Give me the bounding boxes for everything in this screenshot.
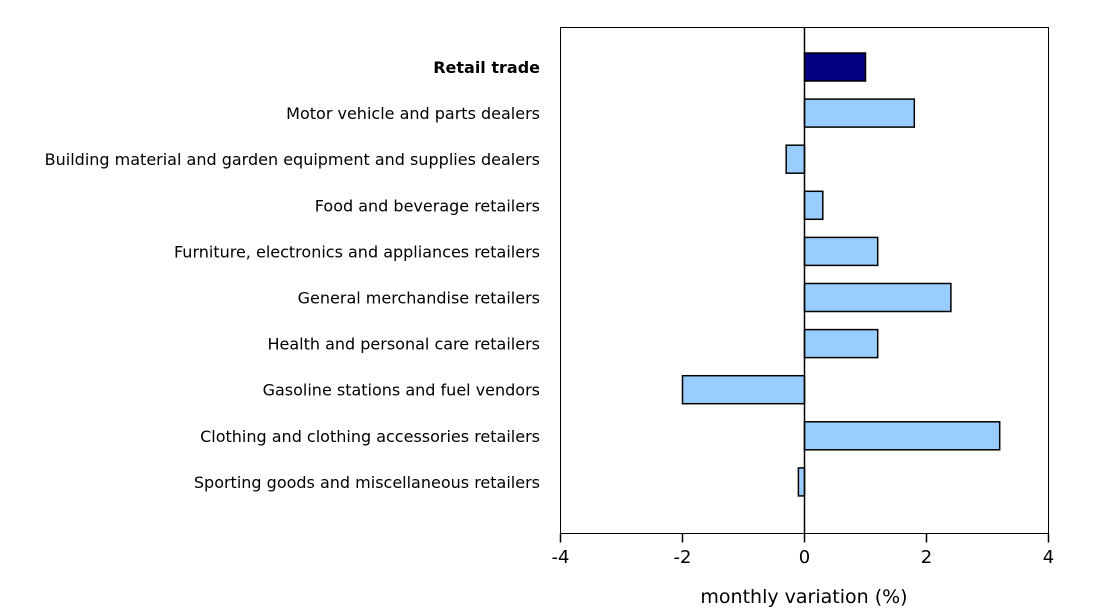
x-tick-label: -2 <box>674 547 692 568</box>
bar <box>803 190 824 221</box>
bar <box>797 467 806 497</box>
category-label: Building material and garden equipment a… <box>45 150 540 169</box>
category-label: Clothing and clothing accessories retail… <box>200 427 540 446</box>
bar <box>785 144 806 174</box>
bar <box>681 374 806 405</box>
x-tick-label: -4 <box>552 547 570 568</box>
category-label: Health and personal care retailers <box>267 335 540 354</box>
category-label: Sporting goods and miscellaneous retaile… <box>194 473 540 492</box>
category-label: Motor vehicle and parts dealers <box>286 104 540 123</box>
x-tick-label: 4 <box>1043 547 1054 568</box>
bar <box>803 52 867 82</box>
x-tick-label: 0 <box>799 547 810 568</box>
category-label: Gasoline stations and fuel vendors <box>263 381 540 400</box>
category-label: General merchandise retailers <box>298 289 540 308</box>
bar <box>803 98 916 128</box>
category-label: Food and beverage retailers <box>315 196 540 215</box>
bar <box>803 421 1001 451</box>
x-axis-label: monthly variation (%) <box>700 586 907 608</box>
bar <box>803 282 952 313</box>
category-label: Furniture, electronics and appliances re… <box>174 242 540 261</box>
bar <box>803 236 879 267</box>
x-tick-label: 2 <box>921 547 932 568</box>
category-label: Retail trade <box>433 58 540 77</box>
bar <box>803 328 879 359</box>
